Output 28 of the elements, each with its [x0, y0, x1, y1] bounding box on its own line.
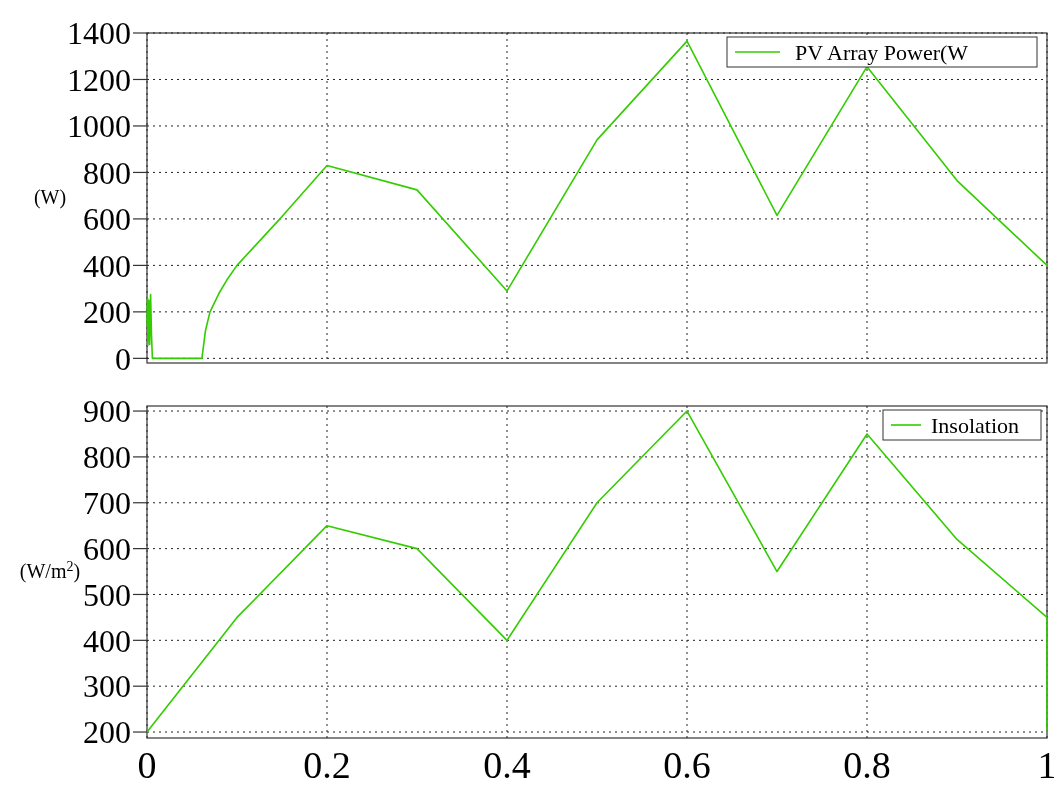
- x-tick-label: 0.4: [483, 744, 531, 786]
- y-axis-title: (W/m$^{2}$): [19, 558, 81, 583]
- y-tick-label: 600: [83, 530, 131, 567]
- y-tick-label: 800: [83, 439, 131, 476]
- line-series: [146, 40, 1048, 360]
- x-tick-label: 0.2: [303, 744, 351, 786]
- legend-label: PV Array Power(W: [795, 39, 969, 65]
- y-tick-label: 500: [83, 576, 131, 613]
- y-tick-label: 900: [83, 393, 131, 430]
- y-tick-label: 0: [115, 340, 131, 377]
- y-tick-label: 700: [83, 484, 131, 521]
- x-tick-label: 1: [1037, 744, 1057, 786]
- y-axis-title: (W): [33, 186, 67, 209]
- y-tick-label: 1400: [67, 15, 131, 52]
- line-series: [146, 410, 1048, 733]
- y-tick-label: 200: [83, 294, 131, 331]
- x-tick-label: 0: [137, 744, 157, 786]
- legend-label: Insolation: [931, 412, 1019, 438]
- y-tick-label: 200: [83, 714, 131, 751]
- y-tick-label: 600: [83, 201, 131, 238]
- y-tick-label: 400: [83, 247, 131, 284]
- y-tick-label: 800: [83, 154, 131, 191]
- y-tick-label: 300: [83, 668, 131, 705]
- y-tick-label: 400: [83, 622, 131, 659]
- y-tick-label: 1200: [67, 61, 131, 98]
- y-tick-label: 1000: [67, 108, 131, 145]
- x-tick-label: 0.6: [663, 744, 711, 786]
- x-tick-label: 0.8: [843, 744, 891, 786]
